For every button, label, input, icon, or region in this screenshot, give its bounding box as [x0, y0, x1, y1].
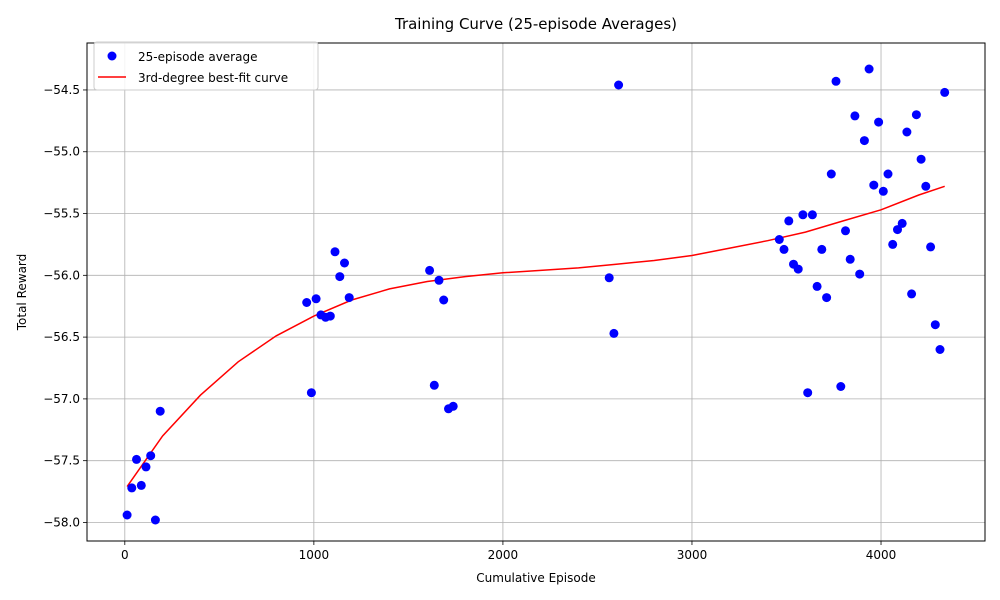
data-point [883, 169, 893, 179]
data-point [155, 406, 165, 416]
x-tick-label: 0 [121, 548, 129, 562]
data-point [306, 388, 316, 398]
y-tick-label: −55.0 [43, 145, 80, 159]
data-point [434, 275, 444, 285]
axis-ticks: 0 1000 2000 3000 4000 −58.0 −57.5 −57.0 −56.5 −56… [43, 83, 896, 562]
data-point [916, 154, 926, 164]
data-point [940, 87, 950, 97]
legend-box [93, 41, 319, 91]
y-tick-label: −58.0 [43, 515, 80, 529]
data-point [609, 328, 619, 338]
legend-label-scatter: 25-episode average [138, 50, 257, 64]
y-axis-label: Total Reward [15, 254, 29, 332]
data-point [340, 258, 349, 268]
grid [87, 43, 985, 541]
legend-label-line: 3rd-degree best-fit curve [138, 71, 288, 85]
data-point [855, 269, 865, 279]
data-point [330, 247, 340, 257]
line-series [126, 185, 945, 488]
data-point [831, 76, 841, 86]
data-point [869, 180, 879, 190]
x-axis-label: Cumulative Episode [476, 571, 595, 585]
y-tick-label: −57.0 [43, 392, 80, 406]
data-point [150, 515, 160, 525]
data-point [302, 298, 312, 307]
data-point [325, 311, 335, 321]
data-point [850, 111, 860, 121]
data-point [930, 320, 940, 330]
data-point [141, 462, 151, 472]
data-point [807, 210, 817, 220]
data-point [425, 265, 435, 275]
data-point [344, 293, 354, 303]
data-point [822, 293, 832, 303]
data-point [836, 382, 846, 391]
y-tick-label: −54.5 [43, 83, 80, 97]
data-point [429, 380, 439, 390]
y-tick-label: −55.5 [43, 207, 80, 221]
data-point [845, 254, 855, 264]
x-tick-label: 1000 [299, 548, 330, 562]
data-point [439, 295, 449, 305]
data-point [907, 289, 917, 299]
y-tick-label: −56.0 [43, 268, 80, 282]
data-point [774, 235, 784, 244]
data-point [779, 244, 789, 254]
data-point [798, 210, 808, 220]
data-point [911, 110, 921, 120]
data-point [132, 454, 141, 464]
data-point [926, 242, 936, 252]
chart-title: Training Curve (25-episode Averages) [394, 15, 677, 33]
data-point [826, 169, 836, 179]
data-point [604, 273, 614, 283]
data-point [874, 117, 884, 127]
data-point [841, 226, 850, 236]
data-point [864, 64, 874, 74]
data-point [311, 294, 321, 304]
data-point [335, 272, 345, 282]
data-point [935, 345, 945, 354]
data-point [122, 510, 132, 520]
x-tick-label: 3000 [677, 548, 708, 562]
scatter-series [122, 64, 950, 525]
data-point [888, 239, 898, 249]
data-point [921, 181, 931, 191]
data-point [614, 80, 624, 90]
plot-frame [86, 42, 986, 542]
legend: 25-episode average 3rd-degree best-fit c… [93, 41, 319, 91]
data-point [859, 136, 869, 146]
data-point [902, 127, 912, 137]
data-point [136, 480, 146, 490]
data-point [784, 216, 794, 226]
data-point [146, 451, 156, 461]
x-tick-label: 2000 [488, 548, 519, 562]
data-point [448, 401, 458, 411]
y-tick-label: −57.5 [43, 454, 80, 468]
data-point [893, 225, 902, 235]
data-point [878, 186, 888, 196]
data-point [803, 388, 813, 398]
y-tick-label: −56.5 [43, 330, 80, 344]
legend-marker-scatter [107, 51, 117, 61]
best-fit-curve [126, 185, 945, 488]
data-point [812, 281, 822, 291]
x-tick-label: 4000 [866, 548, 897, 562]
data-point [127, 483, 137, 493]
data-point [817, 244, 827, 254]
data-point [793, 264, 803, 274]
data-point [897, 218, 907, 228]
